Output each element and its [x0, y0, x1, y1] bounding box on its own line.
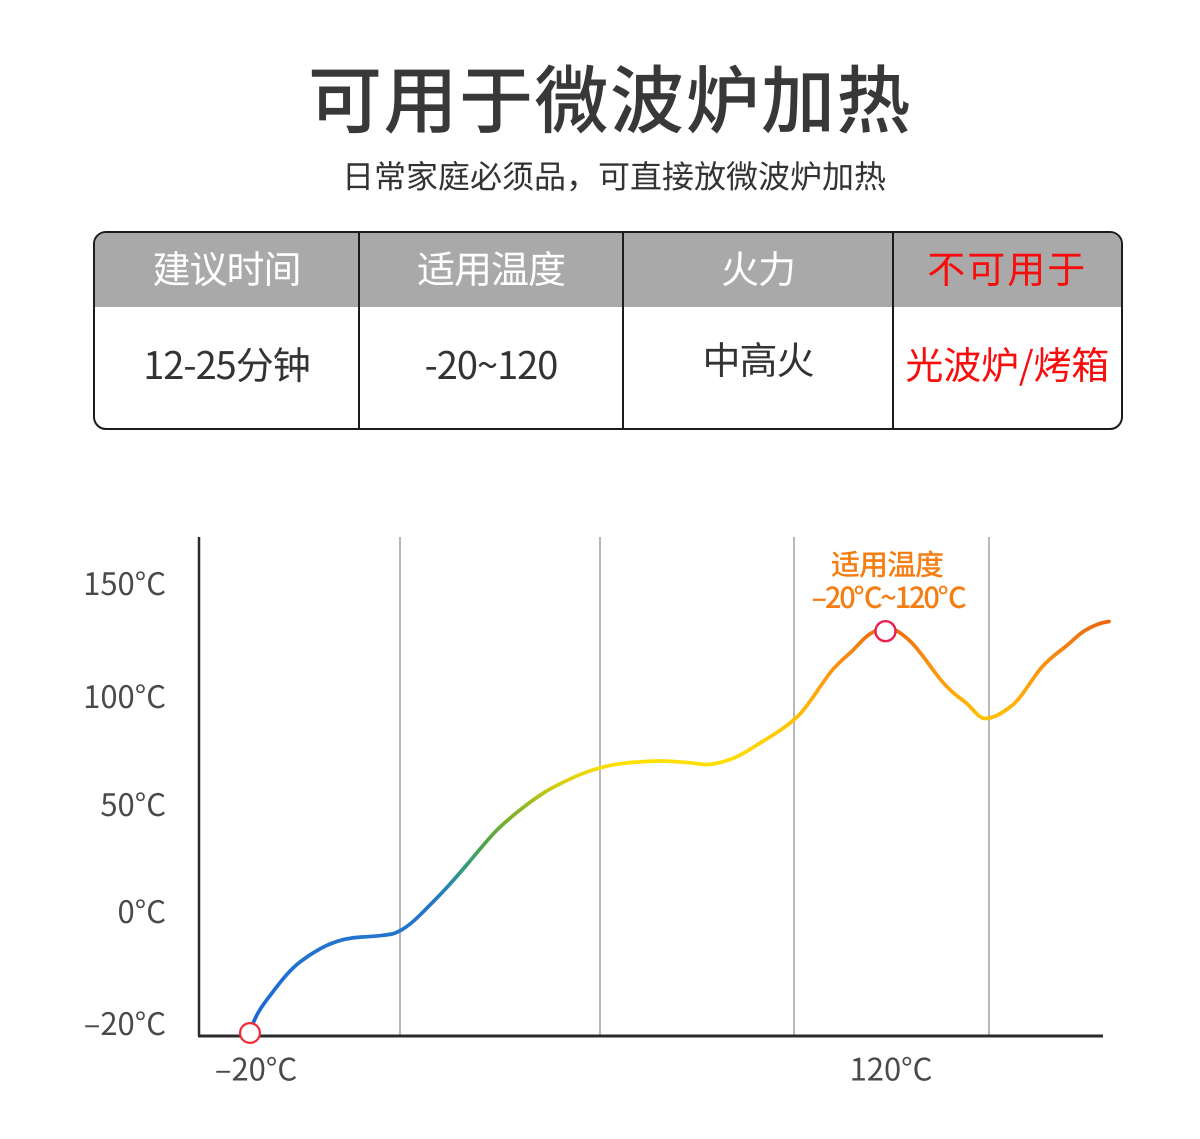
svg-text:0°C: 0°C — [118, 887, 166, 932]
svg-text:100°C: 100°C — [83, 672, 166, 717]
svg-text:–20℃~120℃: –20℃~120℃ — [811, 575, 966, 617]
svg-text:50°C: 50°C — [100, 780, 166, 825]
svg-text:150°C: 150°C — [83, 559, 166, 604]
svg-text:–20°C: –20°C — [84, 999, 166, 1044]
svg-text:120°C: 120°C — [850, 1045, 933, 1090]
svg-text:适用温度: 适用温度 — [831, 542, 944, 584]
svg-text:–20°C: –20°C — [215, 1045, 297, 1090]
